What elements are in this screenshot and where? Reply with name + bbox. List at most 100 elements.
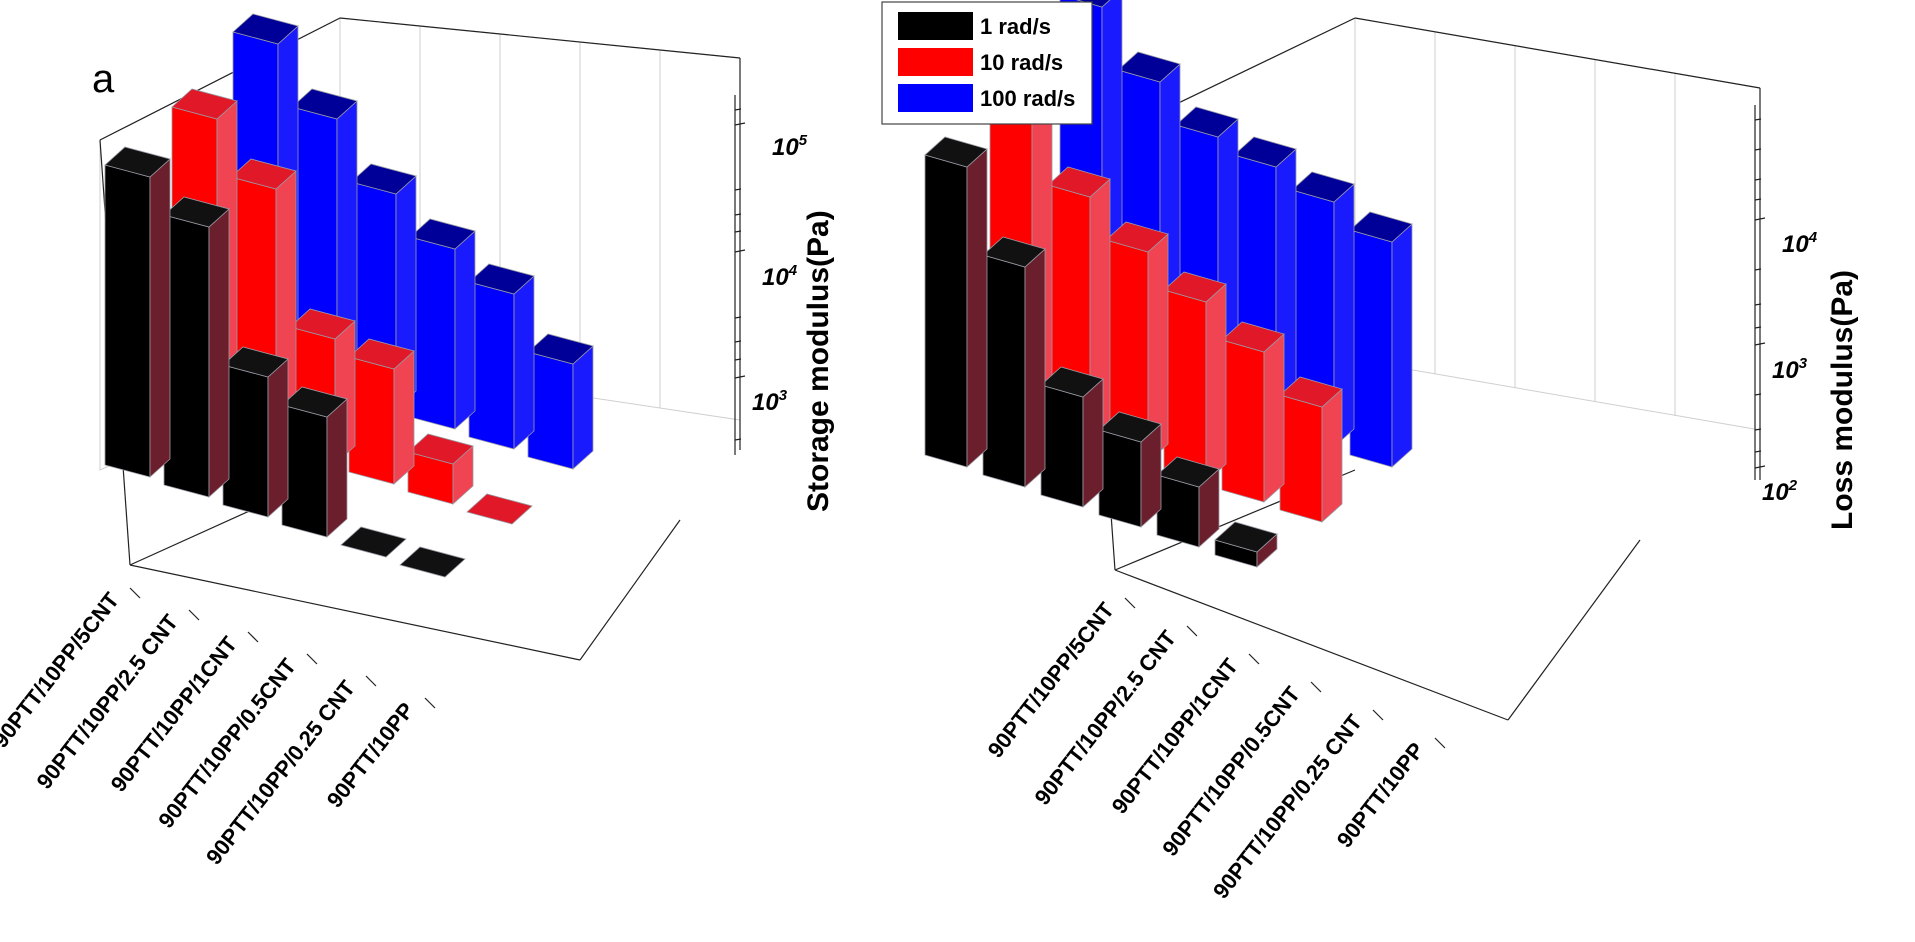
bar-10-rad-s-5-side <box>1321 388 1343 523</box>
bar-10-rad-s-2-top <box>1105 221 1169 253</box>
bar-10-rad-s-4-side <box>1263 333 1285 503</box>
panel-a-y-axis: 105 104 103 <box>734 95 808 455</box>
panel-a-y-axis-title: Storage modulus(Pa) <box>802 210 835 512</box>
bar-100-rad-s-2-top <box>350 163 417 195</box>
bar-1-rad-s-3-top <box>281 386 348 418</box>
bar-1-rad-s-1-front <box>982 254 1026 488</box>
bar-100-rad-s-5-side <box>572 345 594 470</box>
legend-swatch-10-rad <box>898 48 973 76</box>
legend: 1 rad/s 10 rad/s 100 rad/s <box>881 1 1093 125</box>
category-label: 90PTT/10PP <box>1332 738 1429 853</box>
category-tick <box>1186 625 1198 637</box>
bar-1-rad-s-0-top <box>924 136 988 168</box>
bar-1-rad-s-3-front <box>1098 429 1142 528</box>
category-tick <box>424 697 436 709</box>
category-tick <box>1124 597 1136 609</box>
bar-1-rad-s-4 <box>340 526 407 558</box>
bar-10-rad-s-2-top <box>289 308 356 340</box>
category-tick <box>1372 709 1384 721</box>
bar-1-rad-s-0-top <box>104 146 171 178</box>
bar-100-rad-s-4-front <box>468 281 515 450</box>
bar-10-rad-s-5-top <box>1279 376 1343 408</box>
category-label: 90PTT/10PP/2.5 CNT <box>31 609 183 793</box>
panel-b-loss-modulus-chart: 104 103 102 Loss modulus(Pa) b 90PTT/10P… <box>924 0 1859 903</box>
legend-label: 1 rad/s <box>980 14 1051 39</box>
panel-b-tick-label: 103 <box>1772 355 1808 384</box>
bar-1-rad-s-2-top <box>222 346 289 378</box>
legend-label: 10 rad/s <box>980 50 1063 75</box>
category-tick <box>306 653 318 665</box>
panel-b-bars <box>924 0 1413 568</box>
bar-1-rad-s-4-front <box>1156 474 1200 548</box>
bar-100-rad-s-3-front <box>409 236 456 430</box>
bar-100-rad-s-1-top <box>1117 51 1181 83</box>
bar-100-rad-s-4-top <box>1291 171 1355 203</box>
panel-a-storage-modulus-chart: 105 104 103 Storage modulus(Pa) a 90PTT/… <box>0 13 835 869</box>
category-label: 90PTT/10PP/5CNT <box>0 587 124 752</box>
category-label: 90PTT/10PP/0.25 CNT <box>1208 709 1367 903</box>
bar-1-rad-s-5-top <box>1214 521 1278 553</box>
category-tick <box>188 609 200 621</box>
bar-100-rad-s-3-side <box>454 230 476 430</box>
category-label: 90PTT/10PP/0.5CNT <box>153 653 301 833</box>
bar-1-rad-s-0-front <box>924 154 968 468</box>
panel-b-tick-label: 104 <box>1782 229 1818 258</box>
bar-100-rad-s-3-top <box>1233 136 1297 168</box>
bar-100-rad-s-5-front <box>527 351 574 470</box>
bar-10-rad-s-4-top <box>407 433 474 465</box>
bar-1-rad-s-0-front <box>104 164 151 478</box>
bar-1-rad-s-2-front <box>1040 384 1084 508</box>
bar-10-rad-s-3-front <box>1163 289 1207 483</box>
bar-1-rad-s-1-front <box>163 214 210 498</box>
bar-100-rad-s-5-side <box>1391 223 1413 468</box>
category-tick <box>129 587 141 599</box>
panel-b-y-axis: 104 103 102 <box>1754 105 1818 506</box>
legend-swatch-1-rad <box>898 12 973 40</box>
bar-10-rad-s-4-top <box>1221 321 1285 353</box>
bar-1-rad-s-3-side <box>326 398 348 538</box>
bar-1-rad-s-1-side <box>1024 248 1046 488</box>
bar-100-rad-s-3-top <box>409 218 476 250</box>
bar-1-rad-s-1-side <box>208 208 230 498</box>
bar-10-rad-s-4-front <box>1221 339 1265 503</box>
bar-10-rad-s-1-top <box>230 158 297 190</box>
category-tick <box>1434 737 1446 749</box>
bar-100-rad-s-2-top <box>1175 106 1239 138</box>
category-tick <box>1248 653 1260 665</box>
bar-10-rad-s-3-side <box>1205 283 1227 483</box>
bar-1-rad-s-0-side <box>149 158 171 478</box>
legend-label: 100 rad/s <box>980 86 1075 111</box>
bar-100-rad-s-1-top <box>291 88 358 120</box>
category-label: 90PTT/10PP/2.5 CNT <box>1029 625 1181 809</box>
bar-1-rad-s-3-front <box>281 404 328 538</box>
bar-10-rad-s-3-top <box>348 338 415 370</box>
bar-1-rad-s-2-top <box>1040 366 1104 398</box>
panel-a-tick-label: 103 <box>752 387 788 416</box>
bar-10-rad-s-3-side <box>393 350 415 485</box>
panel-a-letter: a <box>92 57 115 101</box>
category-tick <box>365 675 377 687</box>
panel-b-tick-label: 102 <box>1762 477 1798 506</box>
panel-a-tick-label: 104 <box>762 262 798 291</box>
bar-10-rad-s-5 <box>466 493 533 525</box>
bar-100-rad-s-0-top <box>232 13 299 45</box>
bar-10-rad-s-1-top <box>1047 166 1111 198</box>
bar-1-rad-s-2-front <box>222 364 269 518</box>
category-tick <box>1310 681 1322 693</box>
bar-100-rad-s-4-side <box>513 275 535 450</box>
bar-100-rad-s-5-top <box>527 333 594 365</box>
bar-1-rad-s-2-side <box>267 358 289 518</box>
bar-100-rad-s-5-top <box>1349 211 1413 243</box>
bar-10-rad-s-5-front <box>1279 394 1323 523</box>
bar-1-rad-s-1-top <box>982 236 1046 268</box>
bar-1-rad-s-1-top <box>163 196 230 228</box>
category-label: 90PTT/10PP/0.25 CNT <box>201 675 360 869</box>
bar-1-rad-s-3-top <box>1098 411 1162 443</box>
bar-1-rad-s-4-top <box>1156 456 1220 488</box>
bar-10-rad-s-3-front <box>348 356 395 485</box>
bar-10-rad-s-3-top <box>1163 271 1227 303</box>
bar-100-rad-s-4-top <box>468 263 535 295</box>
